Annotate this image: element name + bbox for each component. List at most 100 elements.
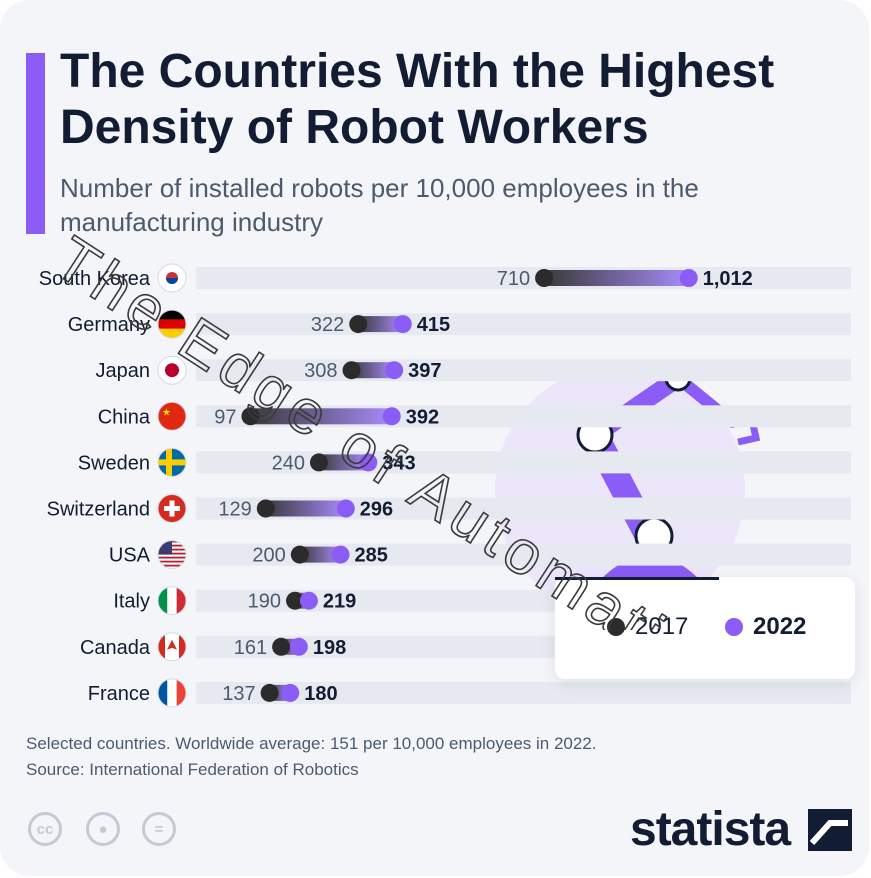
chart-title: The Countries With the Highest Density o… [60,45,775,154]
dot-2017 [260,683,279,702]
legend-item-2017: 2017 [607,613,688,641]
sweden-flag [158,448,186,477]
value-label-2022: 219 [323,591,356,613]
chart-row: China ★ 97 392 [98,401,851,431]
watermark-overlay: The Edge of Automation [42,230,750,630]
dot-2022 [281,683,300,702]
japan-flag [158,356,186,385]
value-label-2022: 343 [382,452,415,474]
dot-2022 [679,269,698,287]
dot-2017 [286,591,305,610]
south-korea-flag [158,264,186,292]
svg-text:★: ★ [162,407,171,418]
usa-flag [158,540,186,569]
dot-2022 [393,315,412,334]
legend-dot-2017 [607,618,625,636]
switzerland-flag [158,494,186,523]
dot-2022 [336,499,355,518]
dot-2017 [349,315,368,334]
footnote: Selected countries. Worldwide average: 1… [26,734,597,753]
cc-icon[interactable]: cc [28,812,62,846]
dot-2017 [256,499,275,518]
chart-row: Sweden 240 343 [78,447,851,477]
legend-top-line [555,577,719,580]
dot-2017 [241,407,260,426]
chart-row: France 137 180 [88,678,851,708]
connector-bar [265,500,346,517]
value-label-2017: 308 [304,360,337,382]
dot-2022 [385,361,404,380]
value-label-2017: 240 [272,452,305,474]
value-label-2017: 161 [234,637,267,659]
value-label-2022: 392 [406,406,439,428]
country-label: Italy [113,591,150,613]
dot-2022 [299,591,318,610]
value-label-2022: 1,012 [703,268,753,290]
germany-flag [158,310,186,339]
chart-row: Japan 308 397 [96,355,851,385]
connector-bar [250,408,392,425]
connector-bar [358,316,403,333]
row-track [196,497,851,520]
chart-row: Switzerland 129 296 [47,494,851,523]
legend-label-2017: 2017 [635,613,689,640]
chart-row: South Korea 710 1,012 [39,263,851,293]
connector-bar [351,362,395,379]
legend: 2017 2022 [555,577,855,679]
value-label-2017: 137 [222,683,255,705]
country-label: Japan [96,360,151,382]
value-label-2022: 180 [304,683,337,705]
country-label: USA [109,545,151,567]
by-icon[interactable]: ● [86,812,120,846]
country-label: Sweden [78,452,150,474]
value-label-2017: 322 [311,314,344,336]
statista-logo-text[interactable]: statista [630,803,791,856]
connector-bar [544,270,689,286]
dot-2022 [382,407,401,426]
dot-2017 [272,637,291,656]
source-line: Source: International Federation of Robo… [26,760,359,779]
dot-2017 [342,361,361,380]
value-label-2017: 710 [497,268,530,290]
china-flag: ★ [158,402,186,431]
dot-2022 [331,545,350,564]
chart-row: Germany 322 415 [68,309,851,339]
value-label-2017: 190 [248,591,281,613]
dot-2017 [535,269,554,287]
country-label: France [88,683,150,705]
chart-subtitle: Number of installed robots per 10,000 em… [60,173,699,237]
connector-bar [299,546,341,563]
value-label-2022: 285 [355,545,388,567]
country-label: South Korea [39,268,151,290]
france-flag [158,678,186,707]
row-track [196,681,851,704]
legend-label-2022: 2022 [753,613,807,640]
legend-item-2022: 2022 [725,613,806,641]
value-label-2022: 198 [313,637,346,659]
value-label-2022: 397 [408,360,441,382]
nd-icon[interactable]: = [142,812,176,846]
row-track [196,543,851,566]
country-label: Canada [80,637,151,659]
dot-2022 [289,637,308,656]
canada-flag [158,632,186,661]
value-label-2022: 296 [360,499,393,521]
dot-2022 [359,453,378,472]
value-label-2017: 200 [252,545,285,567]
italy-flag [158,586,186,615]
chart-row: USA 200 285 [109,540,851,570]
value-label-2017: 97 [214,406,236,428]
legend-dot-2022 [725,618,743,636]
country-label: Germany [68,314,150,336]
statista-logo-icon[interactable] [808,809,852,851]
country-label: Switzerland [47,499,150,521]
dot-2017 [309,453,328,472]
value-label-2017: 129 [218,499,251,521]
dot-2017 [290,545,309,564]
watermark-text: The Edge of Automation [42,230,748,630]
country-label: China [98,406,151,428]
connector-bar [318,454,369,471]
accent-bar [26,53,45,234]
value-label-2022: 415 [417,314,450,336]
